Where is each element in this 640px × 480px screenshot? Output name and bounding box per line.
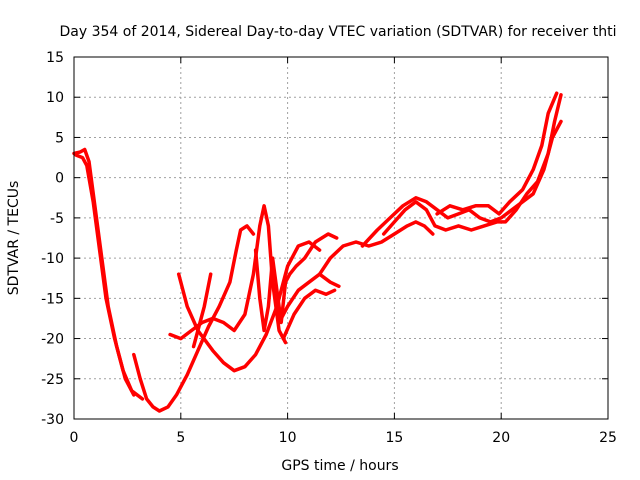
y-tick-label: -25 bbox=[41, 372, 64, 388]
series-layer bbox=[72, 91, 563, 413]
grid-layer bbox=[74, 57, 608, 419]
chart-title: Day 354 of 2014, Sidereal Day-to-day VTE… bbox=[60, 24, 617, 40]
x-tick-label: 15 bbox=[385, 430, 403, 446]
y-tick-label: -15 bbox=[41, 291, 64, 307]
series-arc-9 bbox=[281, 288, 337, 341]
y-tick-label: -5 bbox=[50, 211, 64, 227]
y-tick-label: -20 bbox=[41, 332, 64, 348]
series-arc-8 bbox=[277, 272, 341, 325]
y-tick-label: 0 bbox=[55, 171, 64, 187]
series-arc-12 bbox=[381, 93, 563, 236]
series-arc-5 bbox=[176, 240, 322, 373]
series-arc-2 bbox=[74, 153, 145, 401]
series-arc-3 bbox=[132, 224, 256, 413]
tick-layer: 0 5 10 15 20 25 -30 -25 -20 -15 -10 -5 0 5 10 15 bbox=[41, 50, 617, 446]
y-tick-label: 5 bbox=[55, 130, 64, 146]
x-tick-label: 25 bbox=[599, 430, 617, 446]
y-tick-label: -10 bbox=[41, 251, 64, 267]
y-tick-label: 10 bbox=[46, 90, 64, 106]
series-arc-10 bbox=[317, 220, 435, 276]
x-tick-label: 10 bbox=[279, 430, 297, 446]
series-arc-11 bbox=[360, 119, 563, 248]
x-tick-label: 20 bbox=[492, 430, 510, 446]
x-tick-label: 0 bbox=[70, 430, 79, 446]
series-arc-4 bbox=[168, 204, 288, 345]
series-arc-7 bbox=[253, 232, 339, 333]
x-axis-title: GPS time / hours bbox=[281, 458, 398, 474]
y-axis-title: SDTVAR / TECUs bbox=[6, 181, 22, 296]
y-tick-label: 15 bbox=[46, 50, 64, 66]
series-arc-13 bbox=[435, 91, 559, 216]
plot-frame bbox=[73, 56, 609, 420]
y-tick-label: -30 bbox=[41, 412, 64, 428]
x-tick-label: 5 bbox=[176, 430, 185, 446]
series-arc-6 bbox=[191, 272, 213, 349]
